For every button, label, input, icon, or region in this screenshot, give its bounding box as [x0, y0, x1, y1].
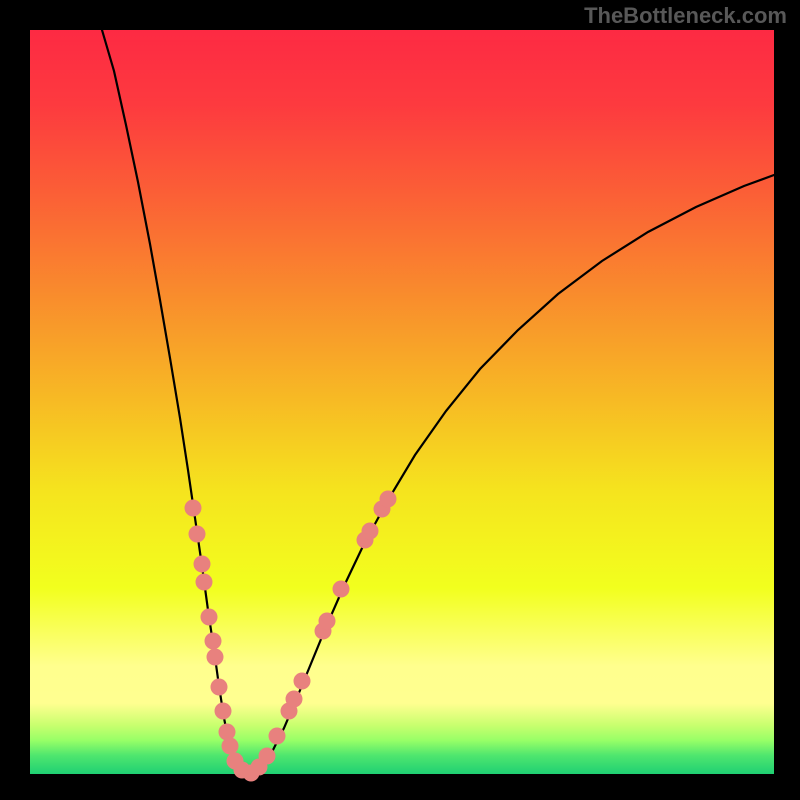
- data-marker: [269, 728, 286, 745]
- data-marker: [215, 703, 232, 720]
- data-marker: [196, 574, 213, 591]
- data-marker: [207, 649, 224, 666]
- data-marker: [194, 556, 211, 573]
- data-marker: [222, 738, 239, 755]
- watermark-text: TheBottleneck.com: [584, 3, 787, 29]
- data-marker: [294, 673, 311, 690]
- data-marker: [286, 691, 303, 708]
- data-marker: [380, 491, 397, 508]
- data-marker: [205, 633, 222, 650]
- bottleneck-chart: [0, 0, 800, 800]
- data-marker: [362, 523, 379, 540]
- gradient-plot-area: [30, 30, 774, 774]
- data-marker: [333, 581, 350, 598]
- chart-frame: TheBottleneck.com: [0, 0, 800, 800]
- data-marker: [211, 679, 228, 696]
- data-marker: [319, 613, 336, 630]
- data-marker: [201, 609, 218, 626]
- data-marker: [259, 748, 276, 765]
- data-marker: [185, 500, 202, 517]
- data-marker: [189, 526, 206, 543]
- data-marker: [219, 724, 236, 741]
